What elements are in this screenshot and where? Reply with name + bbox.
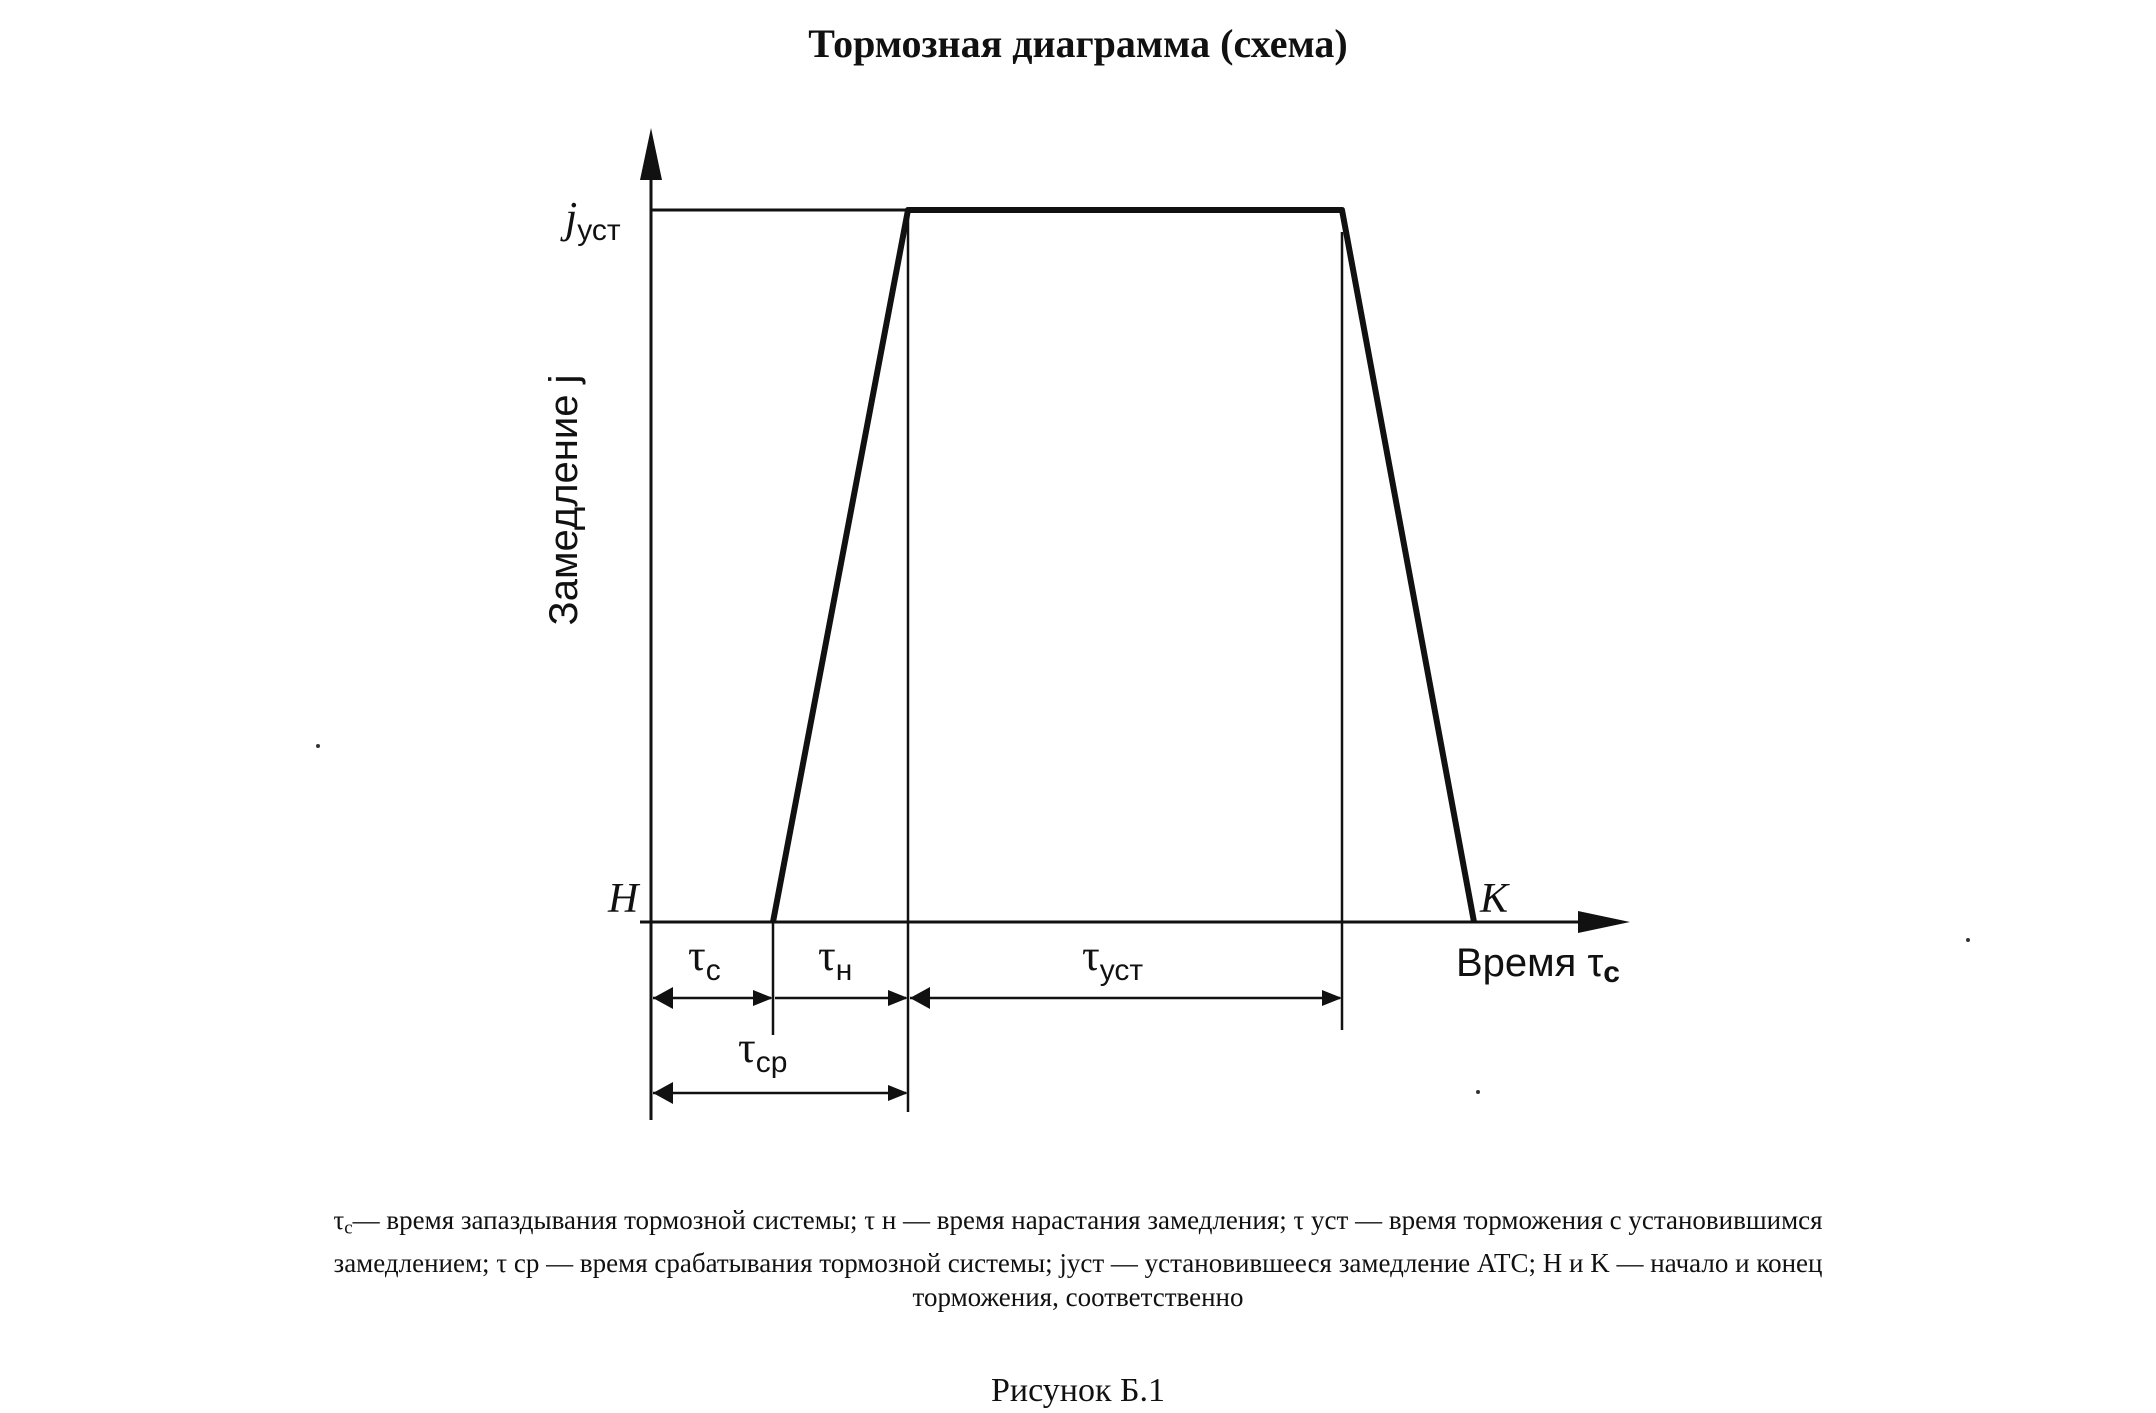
dimension-tau-cp-start-arrow xyxy=(653,1082,673,1104)
dimension-tau-ust-start-arrow xyxy=(910,987,930,1009)
figure-label: Рисунок Б.1 xyxy=(991,1372,1165,1409)
x-axis-arrowhead xyxy=(1578,911,1630,933)
y-axis-label: Замедление j xyxy=(542,375,586,626)
legend-line-3: торможения, соответственно xyxy=(912,1281,1244,1312)
dimension-tau-c-start-arrow xyxy=(653,987,673,1009)
interval-label-tau-ust: τуст xyxy=(1082,931,1143,987)
interval-label-tau-cp: τср xyxy=(738,1023,787,1079)
scan-speck xyxy=(1966,938,1970,942)
braking-diagram: Замедление j Время τc H K jуст τc τн τус… xyxy=(316,128,1970,1120)
scan-speck xyxy=(1476,1090,1480,1094)
legend-line-2: замедлением; τ ср — время срабатывания т… xyxy=(333,1247,1823,1278)
legend-line-1: τc— время запаздывания тормозной системы… xyxy=(333,1205,1823,1239)
start-point-label: H xyxy=(607,876,641,922)
figure-legend: τc— время запаздывания тормозной системы… xyxy=(30,1203,2126,1314)
interval-label-tau-c: τc xyxy=(688,931,721,987)
end-point-label: K xyxy=(1479,876,1510,922)
x-axis-label: Время τc xyxy=(1456,941,1620,989)
diagram-title: Тормозная диаграмма (схема) xyxy=(808,21,1348,66)
interval-label-tau-n: τн xyxy=(818,931,852,987)
deceleration-curve xyxy=(770,207,1477,923)
steady-level-label: jуст xyxy=(560,193,621,247)
scan-speck xyxy=(316,744,320,748)
y-axis-arrowhead xyxy=(640,128,662,180)
